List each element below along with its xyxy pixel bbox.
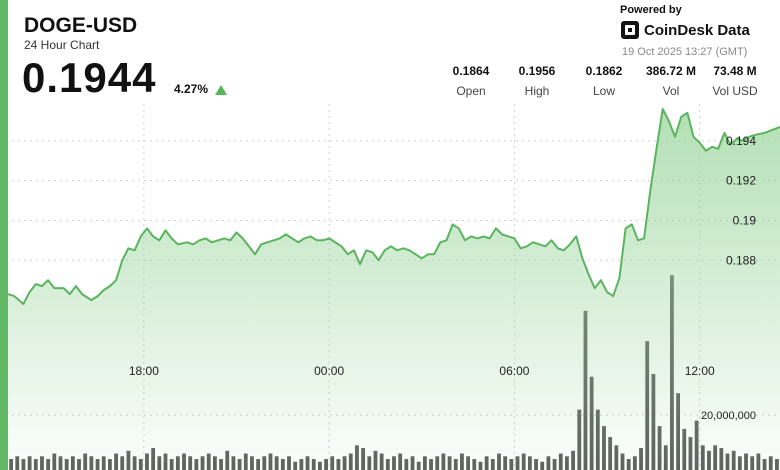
volume-tick-label: 20,000,000 xyxy=(701,410,756,422)
timestamp: 19 Oct 2025 13:27 (GMT) xyxy=(622,46,748,58)
stat-value: 386.72 M xyxy=(645,64,697,78)
x-tick-label: 00:00 xyxy=(314,364,344,378)
stat-value: 0.1864 xyxy=(452,64,490,78)
up-arrow-icon xyxy=(215,85,227,95)
x-tick-label: 12:00 xyxy=(685,364,715,378)
stat-label: Open xyxy=(456,84,486,98)
stat-value: 0.1862 xyxy=(585,64,623,78)
stat-label: Vol USD xyxy=(712,84,758,98)
stat-open: 0.1864 Open xyxy=(447,64,495,98)
stat-value: 0.1956 xyxy=(518,64,556,78)
left-accent-bar xyxy=(0,0,8,470)
stat-value: 73.48 M xyxy=(713,64,757,78)
coindesk-logo[interactable]: CoinDesk Data xyxy=(620,20,750,40)
symbol-title: DOGE-USD xyxy=(24,14,138,37)
x-tick-label: 18:00 xyxy=(129,364,159,378)
price-area xyxy=(8,109,780,470)
coindesk-icon xyxy=(621,21,639,39)
price-line xyxy=(7,108,780,305)
stat-label: High xyxy=(524,84,550,98)
stat-label: Low xyxy=(592,84,615,98)
powered-by-label: Powered by xyxy=(620,4,682,16)
y-tick-label: 0.19 xyxy=(733,213,757,227)
stat-label: Vol xyxy=(662,84,680,98)
stat-vol-usd: 73.48 M Vol USD xyxy=(707,64,763,98)
y-tick-label: 0.194 xyxy=(726,134,756,148)
current-price: 0.1944 xyxy=(22,54,157,101)
stat-low: 0.1862 Low xyxy=(580,64,628,98)
stat-high: 0.1956 High xyxy=(513,64,561,98)
chart-subtitle: 24 Hour Chart xyxy=(24,38,100,52)
price-change: 4.27% xyxy=(174,82,209,96)
x-tick-label: 06:00 xyxy=(499,364,529,378)
coindesk-name: CoinDesk Data xyxy=(644,21,750,39)
y-tick-label: 0.192 xyxy=(726,174,756,188)
stat-vol: 386.72 M Vol xyxy=(636,64,706,98)
y-tick-label: 0.188 xyxy=(726,253,756,267)
